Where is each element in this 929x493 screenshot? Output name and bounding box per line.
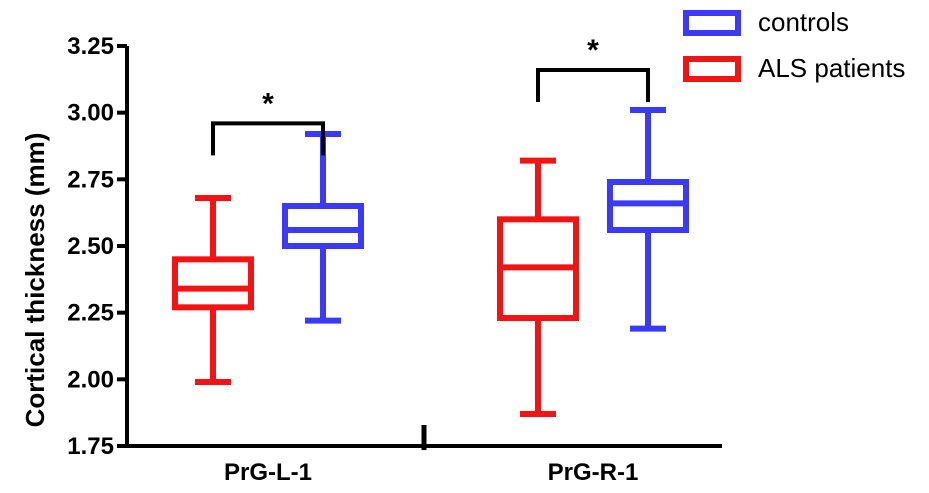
- significance-bracket: *: [211, 87, 325, 156]
- y-tick-label: 3.00: [67, 100, 114, 127]
- legend-item: ALS patients: [683, 53, 905, 83]
- boxes: [172, 107, 689, 417]
- significance-bracket: *: [536, 34, 650, 102]
- iqr-box: [282, 203, 364, 249]
- x-category-label: PrG-L-1: [224, 459, 312, 486]
- y-tick-label: 2.25: [67, 300, 114, 327]
- y-tick-label: 3.25: [67, 33, 114, 60]
- significance-star: *: [262, 87, 274, 120]
- bracket-line: [536, 68, 650, 102]
- legend-swatch: [683, 10, 741, 36]
- significance-star: *: [587, 34, 599, 67]
- y-ticks: 1.75 2.00 2.25 2.50 2.75 3.00 3.25: [67, 33, 127, 460]
- box-controls-PrG-L-1: [282, 131, 364, 324]
- y-tick-label: 2.75: [67, 166, 114, 193]
- legend-label: controls: [758, 7, 849, 37]
- legend: controls ALS patients: [683, 7, 905, 83]
- box-als-patients-PrG-R-1: [497, 157, 579, 417]
- category-labels: PrG-L-1 PrG-R-1: [224, 459, 638, 486]
- box-als-patients-PrG-L-1: [172, 195, 254, 385]
- significance-brackets: **: [211, 34, 650, 156]
- legend-item: controls: [683, 7, 849, 37]
- legend-swatch: [683, 56, 741, 82]
- x-category-label: PrG-R-1: [548, 459, 639, 486]
- y-tick-label: 2.50: [67, 233, 114, 260]
- y-tick-label: 2.00: [67, 366, 114, 393]
- bracket-line: [211, 121, 325, 156]
- y-axis-label: Cortical thickness (mm): [20, 133, 50, 428]
- y-tick-label: 1.75: [67, 433, 114, 460]
- legend-label: ALS patients: [758, 53, 905, 83]
- box-controls-PrG-R-1: [607, 107, 689, 332]
- iqr-box: [172, 256, 254, 311]
